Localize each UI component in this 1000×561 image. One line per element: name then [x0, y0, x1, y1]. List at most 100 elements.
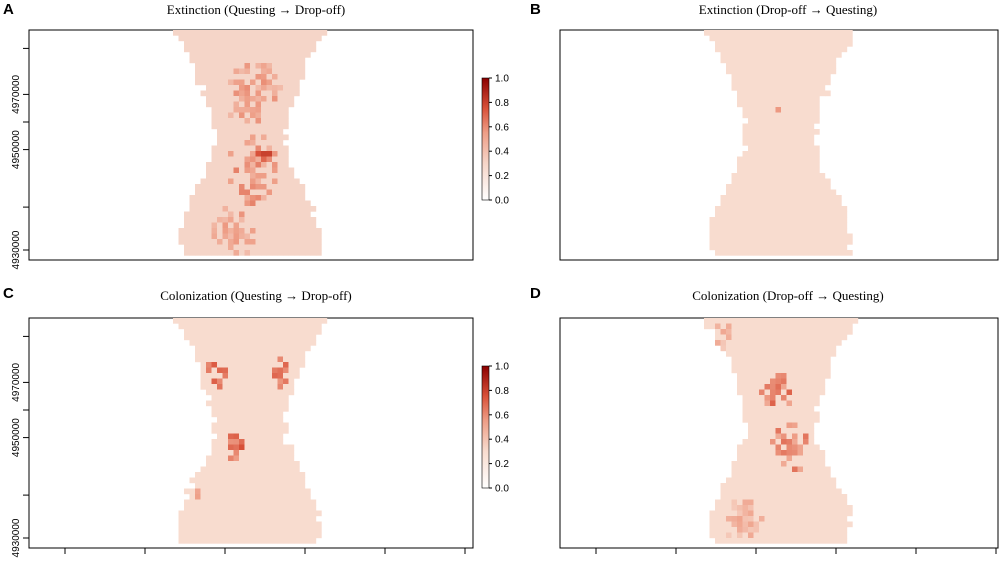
heatmap-cell	[748, 439, 754, 445]
heatmap-cell	[737, 494, 743, 500]
heatmap-cell	[775, 35, 782, 42]
heatmap-cell	[211, 96, 218, 102]
heatmap-cell	[742, 384, 749, 390]
heatmap-cell	[797, 395, 804, 401]
heatmap-cell	[797, 52, 804, 58]
heatmap-cell	[299, 351, 306, 357]
heatmap-cell	[715, 250, 721, 256]
heatmap-cell	[737, 521, 743, 528]
heatmap-cell	[803, 362, 809, 368]
heatmap-cell	[250, 505, 256, 511]
heatmap-cell	[272, 334, 278, 341]
heatmap-cell	[709, 30, 716, 36]
heatmap-cell	[277, 68, 284, 75]
heatmap-cell	[753, 472, 760, 478]
heatmap-cell	[825, 472, 831, 478]
heatmap-cell	[819, 35, 826, 42]
heatmap-cell	[244, 323, 251, 330]
heatmap-cell	[178, 521, 185, 528]
heatmap-cell	[261, 532, 267, 539]
heatmap-cell	[814, 200, 820, 207]
heatmap-cell	[786, 329, 793, 335]
heatmap-cell	[803, 516, 809, 522]
heatmap-cell	[222, 532, 229, 539]
heatmap-cell	[759, 439, 765, 445]
heatmap-cell	[206, 233, 212, 240]
heatmap-cell	[720, 30, 727, 36]
heatmap-cells	[173, 30, 328, 256]
heatmap-cell	[272, 41, 278, 47]
heatmap-cell	[233, 41, 240, 47]
heatmap-cell	[759, 466, 765, 473]
heatmap-cell	[759, 30, 765, 36]
heatmap-cell	[841, 30, 848, 36]
heatmap-cell	[272, 74, 278, 80]
heatmap-cell	[305, 532, 311, 539]
heatmap-cell	[266, 211, 273, 218]
heatmap-cell	[814, 477, 820, 484]
heatmap-cell	[709, 217, 716, 223]
heatmap-cell	[222, 428, 229, 434]
heatmap-cell	[288, 178, 295, 185]
heatmap-cell	[709, 510, 716, 517]
heatmap-cell	[770, 90, 776, 97]
heatmap-cell	[792, 167, 798, 174]
heatmap-cell	[272, 63, 278, 69]
heatmap-cell	[299, 189, 306, 196]
heatmap-cell	[819, 30, 826, 36]
heatmap-cell	[239, 200, 245, 207]
heatmap-cell	[759, 79, 765, 86]
heatmap-cell	[830, 521, 837, 528]
heatmap-cell	[239, 195, 245, 201]
heatmap-cell	[731, 85, 738, 91]
heatmap-cell	[261, 41, 267, 47]
heatmap-cell	[737, 195, 743, 201]
heatmap-cell	[814, 178, 820, 185]
heatmap-cell	[233, 433, 240, 440]
heatmap-cell	[288, 96, 295, 102]
heatmap-cell	[819, 178, 826, 185]
heatmap-cell	[200, 505, 207, 511]
heatmap-cell	[731, 318, 738, 324]
heatmap-cell	[233, 90, 240, 97]
heatmap-cell	[239, 384, 245, 390]
heatmap-cell	[792, 90, 798, 97]
heatmap-cell	[228, 439, 234, 445]
heatmap-cell	[272, 362, 278, 368]
heatmap-cell	[250, 156, 256, 163]
heatmap-cell	[250, 477, 256, 484]
heatmap-cell	[781, 373, 787, 379]
heatmap-cell	[808, 521, 815, 528]
heatmap-cell	[272, 356, 278, 363]
heatmap-cell	[825, 521, 831, 528]
heatmap-cell	[255, 96, 262, 102]
heatmap-cell	[206, 345, 212, 352]
heatmap-cell	[244, 494, 251, 500]
heatmap-cell	[775, 239, 782, 245]
heatmap-cell	[239, 57, 245, 64]
heatmap-cell	[742, 323, 749, 330]
heatmap-cell	[288, 184, 295, 190]
heatmap-cell	[803, 140, 809, 146]
heatmap-cell	[825, 178, 831, 185]
heatmap-cell	[803, 90, 809, 97]
heatmap-cell	[770, 521, 776, 528]
heatmap-cell	[217, 351, 223, 357]
heatmap-cell	[277, 422, 284, 429]
heatmap-cell	[217, 41, 223, 47]
heatmap-cell	[792, 244, 798, 251]
heatmap-cell	[173, 30, 179, 36]
heatmap-cell	[244, 510, 251, 517]
heatmap-cell	[211, 334, 218, 341]
heatmap-cell	[759, 323, 765, 330]
heatmap-cell	[244, 200, 251, 207]
heatmap-cell	[803, 334, 809, 341]
heatmap-cell	[764, 211, 771, 218]
heatmap-cell	[244, 162, 251, 168]
heatmap-cell	[770, 395, 776, 401]
heatmap-cell	[759, 222, 765, 229]
heatmap-cell	[233, 406, 240, 412]
heatmap-cell	[720, 494, 727, 500]
heatmap-cell	[753, 206, 760, 212]
heatmap-cell	[753, 250, 760, 256]
